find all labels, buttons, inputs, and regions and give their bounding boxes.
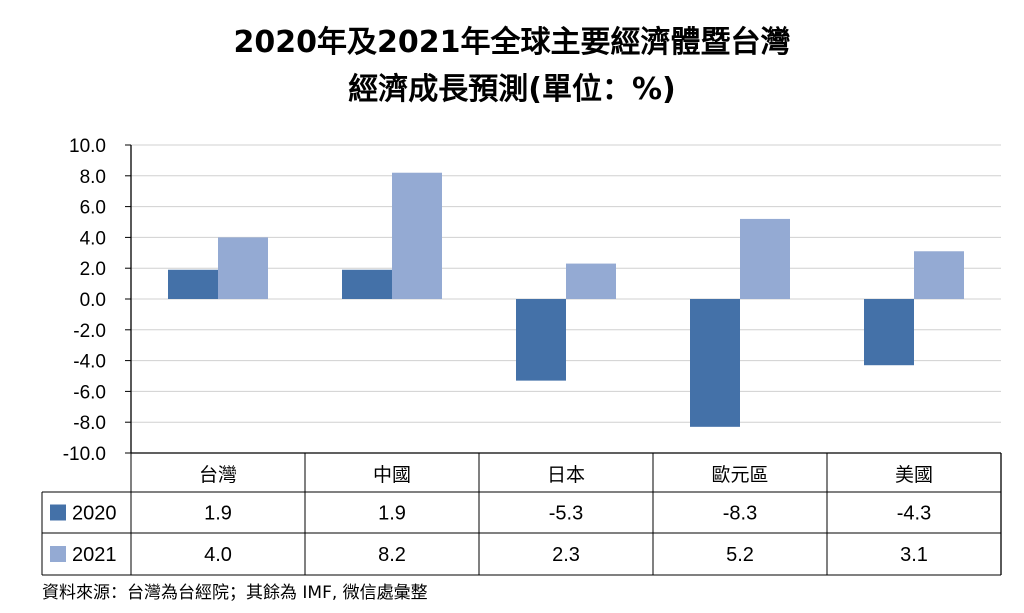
data-label: 5.2: [726, 544, 754, 566]
y-tick-label: -8.0: [73, 413, 106, 434]
y-tick-label: -2.0: [73, 321, 106, 342]
y-tick-label: -6.0: [73, 382, 106, 403]
bar-2021-2: [392, 172, 442, 299]
data-label: 8.2: [378, 544, 406, 566]
bar-2020-4: [690, 299, 740, 427]
bar-2020-5: [864, 299, 914, 366]
legend-swatch-2020: [50, 504, 66, 521]
chart-title-line-1: 2020年及2021年全球主要經濟體暨台灣: [234, 25, 791, 60]
source-note: 資料來源：台灣為台經院；其餘為 IMF, 微信處彙整: [42, 583, 428, 603]
bar-2021-3: [566, 263, 616, 299]
category-label: 歐元區: [711, 464, 768, 486]
category-label: 台灣: [199, 464, 237, 486]
category-label: 美國: [895, 464, 933, 486]
bar-2021-4: [740, 218, 790, 299]
chart-title-line-2: 經濟成長預測(單位：%): [348, 72, 675, 107]
y-tick-label: 8.0: [80, 167, 106, 188]
y-tick-label: -10.0: [63, 444, 106, 465]
y-tick-label: 4.0: [80, 228, 106, 249]
bar-2020-1: [168, 269, 218, 299]
data-label: -8.3: [723, 503, 757, 525]
legend-label-2021: 2021: [72, 544, 117, 566]
y-tick-label: 6.0: [80, 198, 106, 219]
y-tick-label: 2.0: [80, 259, 106, 280]
data-label: 2.3: [552, 544, 580, 566]
data-label: -4.3: [897, 503, 931, 525]
data-label: 3.1: [900, 544, 928, 566]
bar-2021-5: [914, 251, 964, 299]
bar-2021-1: [218, 237, 268, 299]
bars: [168, 172, 964, 427]
y-tick-label: -4.0: [73, 352, 106, 373]
category-label: 中國: [373, 464, 411, 486]
category-label: 日本: [547, 464, 585, 486]
data-label: 4.0: [204, 544, 232, 566]
data-label: 1.9: [204, 503, 232, 525]
y-axis-tick-labels: 10.0 8.0 6.0 4.0 2.0 0.0 -2.0 -4.0 -6.0 -8.0 -10.0: [63, 136, 106, 465]
y-tick-label: 0.0: [80, 290, 106, 311]
chart-title: 2020年及2021年全球主要經濟體暨台灣 經濟成長預測(單位：%): [234, 25, 791, 107]
data-label: 1.9: [378, 503, 406, 525]
data-label: -5.3: [549, 503, 583, 525]
y-tick-label: 10.0: [69, 136, 106, 157]
legend-label-2020: 2020: [72, 503, 117, 525]
bar-2020-3: [516, 299, 566, 381]
bar-2020-2: [342, 269, 392, 299]
legend-swatch-2021: [50, 546, 66, 562]
data-table: 台灣 中國 日本 歐元區 美國 2020 1.9 1.9 -5.3 -8.3 -4.3 2021 4.0…: [41, 453, 1002, 576]
